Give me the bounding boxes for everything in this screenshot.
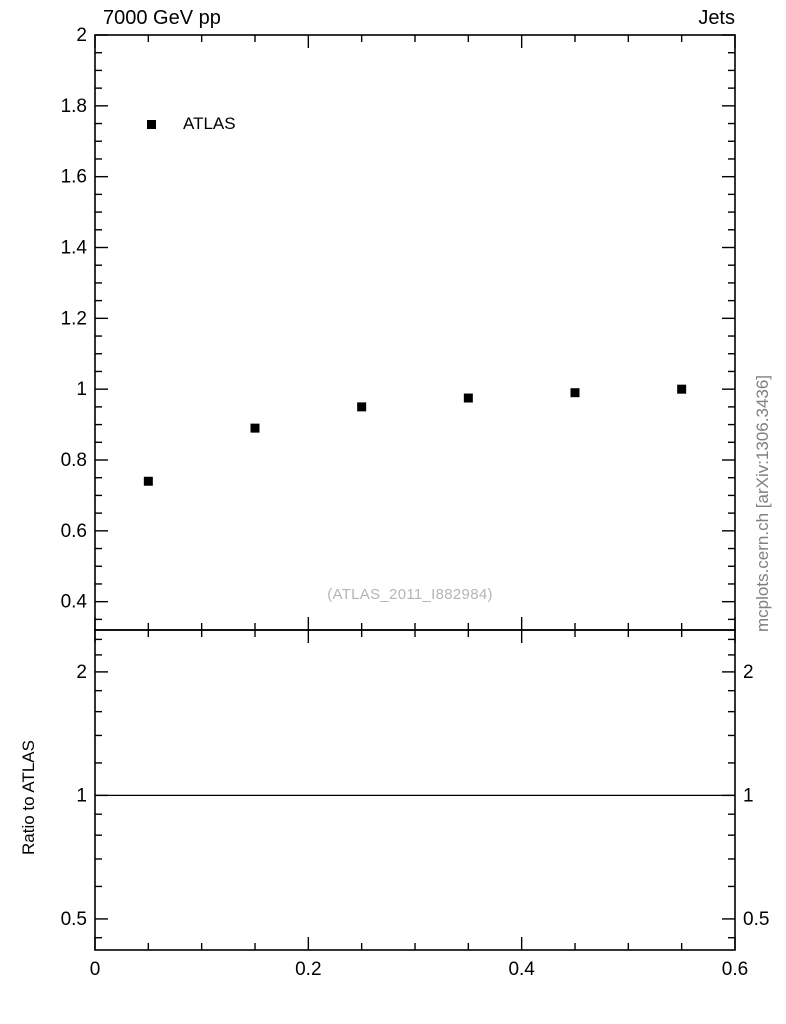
main-y-tick-label: 2: [76, 25, 87, 46]
analysis-group-title: Jets: [698, 7, 735, 29]
ratio-y-tick-label-left: 2: [76, 662, 87, 683]
main-y-tick-label: 0.8: [61, 450, 87, 471]
legend-label: ATLAS: [183, 114, 236, 133]
ratio-y-tick-label-right: 0.5: [743, 909, 769, 930]
main-y-tick-label: 1.2: [61, 308, 87, 329]
legend-square-marker-icon: [147, 119, 156, 129]
main-y-tick-label: 1.4: [61, 238, 88, 259]
data-point-marker: [570, 388, 580, 398]
x-tick-label: 0.2: [295, 959, 321, 980]
main-y-tick-label: 0.6: [61, 521, 87, 542]
ratio-y-tick-label-left: 0.5: [61, 909, 87, 930]
x-tick-label: 0.6: [722, 959, 748, 980]
main-y-tick-label: 1.8: [61, 96, 87, 117]
beam-energy-title: 7000 GeV pp: [103, 7, 221, 29]
legend: ATLAS: [147, 114, 236, 134]
data-point-marker: [143, 476, 153, 486]
ratio-y-tick-label-right: 1: [743, 785, 754, 806]
x-tick-label: 0.4: [508, 959, 535, 980]
main-y-tick-label: 0.4: [61, 592, 88, 613]
ratio-axis-title: Ratio to ATLAS: [19, 740, 38, 855]
main-y-tick-label: 1: [76, 379, 87, 400]
ratio-y-tick-label-right: 2: [743, 662, 754, 683]
data-point-marker: [357, 402, 367, 412]
ratio-y-tick-label-left: 1: [76, 785, 87, 806]
main-y-tick-label: 1.6: [61, 167, 87, 188]
data-point-marker: [463, 393, 473, 403]
mcplots-arxiv-side-label: mcplots.cern.ch [arXiv:1306.3436]: [753, 374, 772, 632]
data-point-marker: [677, 384, 687, 394]
analysis-id-watermark: (ATLAS_2011_I882984): [327, 586, 493, 603]
ratio-panel-frame: [94, 629, 736, 951]
x-tick-label: 0: [90, 959, 101, 980]
data-point-marker: [250, 423, 260, 433]
